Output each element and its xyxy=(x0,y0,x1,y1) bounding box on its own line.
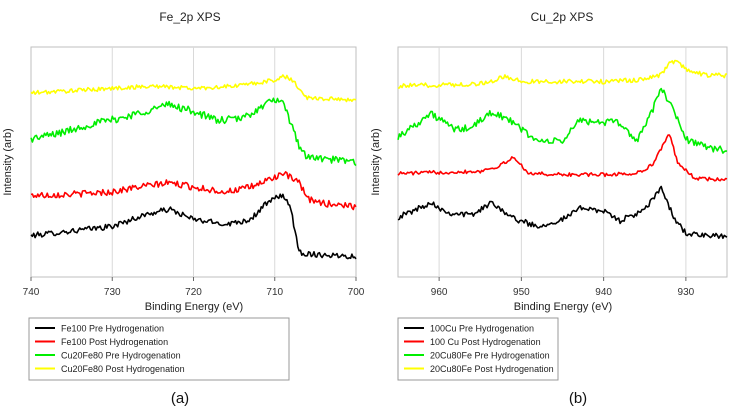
legend-entry: Fe100 Pre Hydrogenation xyxy=(61,324,164,334)
legend-box xyxy=(397,317,559,381)
legend-entry: 100Cu Pre Hydrogenation xyxy=(430,324,534,334)
y-axis-label: Intensity (arb) xyxy=(370,128,382,195)
series-line xyxy=(30,97,357,167)
series-line xyxy=(397,134,728,182)
legend-box xyxy=(28,317,290,381)
chart-title: Cu_2p XPS xyxy=(531,10,594,24)
legend-entry: Cu20Fe80 Post Hydrogenation xyxy=(61,364,185,374)
x-tick-label: 700 xyxy=(348,287,365,298)
legend-entry: 20Cu80Fe Post Hydrogenation xyxy=(430,364,554,374)
x-axis-label: Binding Energy (eV) xyxy=(145,301,243,313)
x-tick-label: 960 xyxy=(431,287,448,298)
y-axis-label: Intensity (arb) xyxy=(2,128,14,195)
panel-label: (a) xyxy=(171,390,189,407)
x-tick-label: 940 xyxy=(595,287,612,298)
legend-entry: 100 Cu Post Hydrogenation xyxy=(430,337,541,347)
x-axis-label: Binding Energy (eV) xyxy=(514,301,612,313)
legend-entry: Fe100 Post Hydrogenation xyxy=(61,337,168,347)
series-line xyxy=(30,74,357,103)
x-tick-label: 730 xyxy=(104,287,121,298)
chart-title: Fe_2p XPS xyxy=(159,10,220,24)
legend-entry: Cu20Fe80 Pre Hydrogenation xyxy=(61,351,181,361)
series-line xyxy=(397,59,728,89)
series-line xyxy=(30,193,357,260)
legend-entry: 20Cu80Fe Pre Hydrogenation xyxy=(430,351,550,361)
x-tick-label: 930 xyxy=(678,287,695,298)
x-tick-label: 740 xyxy=(23,287,40,298)
panel-label: (b) xyxy=(569,390,587,407)
series-line xyxy=(397,87,728,154)
series-line xyxy=(30,171,357,211)
x-tick-label: 950 xyxy=(513,287,530,298)
x-tick-label: 720 xyxy=(185,287,202,298)
series-line xyxy=(397,185,728,240)
x-tick-label: 710 xyxy=(266,287,283,298)
